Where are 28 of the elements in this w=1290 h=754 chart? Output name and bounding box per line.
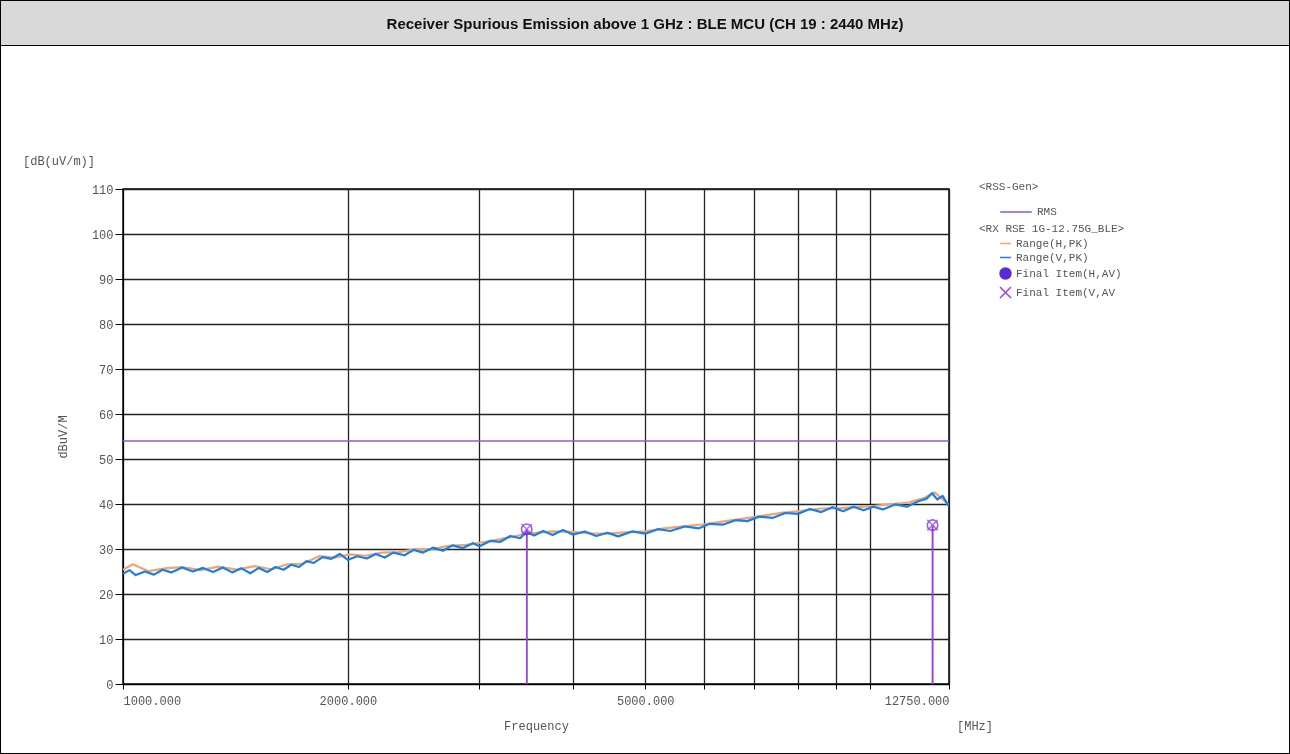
x-tick-label: 1000.000 <box>123 694 182 709</box>
text: [dB(uV/m)] <box>23 155 96 169</box>
legend-label: Range(H,PK) <box>1016 237 1089 250</box>
legend-label: RMS <box>1037 206 1058 218</box>
legend-label: Final Item(V,AV <box>1016 286 1116 299</box>
x-tick-label: 5000.000 <box>616 694 675 709</box>
y-axis-title: dBuV/M <box>56 415 71 459</box>
legend-label: Final Item(H,AV) <box>1016 267 1122 280</box>
x-axis-title: Frequency <box>504 719 569 734</box>
y-tick-label: 50 <box>99 453 114 468</box>
x-tick-label: 12750.000 <box>884 694 950 709</box>
y-tick-label: 20 <box>99 588 114 603</box>
legend-title: <RX RSE 1G-12.75G_BLE> <box>979 223 1125 235</box>
chart-title: Receiver Spurious Emission above 1 GHz : BLE MCU (CH 19 : 2440 MHz) <box>1 1 1289 46</box>
text: <RSS-Gen> <box>979 181 1039 193</box>
y-tick-label: 70 <box>99 363 114 378</box>
text: [MHz] <box>957 720 994 734</box>
y-tick-label: 110 <box>91 183 114 198</box>
y-tick-label: 30 <box>99 543 114 558</box>
y-tick-label: 10 <box>99 633 114 648</box>
x-tick-label: 2000.000 <box>319 694 378 709</box>
legend-label: Range(V,PK) <box>1016 251 1089 264</box>
y-tick-label: 100 <box>91 228 114 243</box>
y-tick-label: 60 <box>99 408 114 423</box>
y-tick-label: 80 <box>99 318 114 333</box>
y-tick-label: 40 <box>99 498 114 513</box>
y-tick-label: 90 <box>99 273 114 288</box>
y-tick-label: 0 <box>106 678 114 693</box>
